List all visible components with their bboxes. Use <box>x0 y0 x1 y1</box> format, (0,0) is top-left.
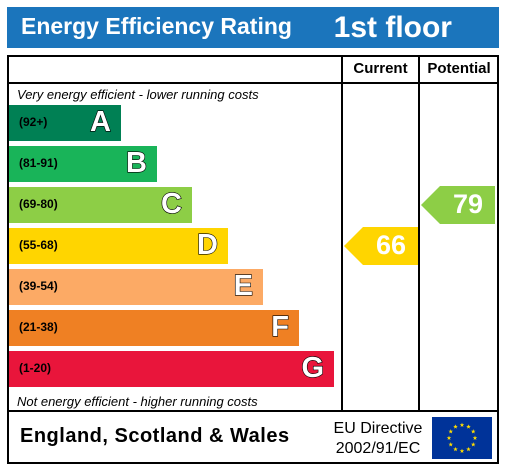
note-inefficient: Not energy efficient - higher running co… <box>17 394 258 409</box>
rating-table-frame <box>7 55 499 464</box>
band-letter-b: B <box>125 146 147 179</box>
eu-flag-stars <box>446 422 478 453</box>
eu-directive: EU Directive 2002/91/EC <box>326 419 430 459</box>
header-bar: Energy Efficiency Rating 1st floor <box>7 7 499 48</box>
band-e: (39-54) E <box>9 269 263 305</box>
eu-star-icon <box>459 448 465 453</box>
footer-region: England, Scotland & Wales <box>20 425 290 447</box>
directive-line-1: EU Directive <box>333 420 423 437</box>
potential-arrow-shape <box>421 186 495 224</box>
band-letter-a: A <box>89 105 111 138</box>
footer-row-divider <box>7 410 499 412</box>
eu-star-icon <box>448 429 454 434</box>
eu-star-icon <box>472 435 478 440</box>
directive-line-2: 2002/91/EC <box>335 440 421 457</box>
band-range-e: (39-54) <box>19 279 58 293</box>
eu-star-icon <box>446 435 452 440</box>
eu-star-icon <box>470 442 476 447</box>
band-range-b: (81-91) <box>19 156 58 170</box>
note-efficient: Very energy efficient - lower running co… <box>17 87 259 102</box>
column-header-current: Current <box>353 60 408 77</box>
band-range-a: (92+) <box>19 115 48 129</box>
eu-flag-icon <box>432 417 492 459</box>
band-range-d: (55-68) <box>19 238 58 252</box>
chart-title: Energy Efficiency Rating <box>21 13 292 39</box>
band-range-g: (1-20) <box>19 361 52 375</box>
current-rating-arrow: 66 <box>344 227 418 265</box>
eu-star-icon <box>459 422 465 427</box>
band-letter-d: D <box>196 228 218 261</box>
band-letter-g: G <box>301 351 325 384</box>
eu-star-icon <box>470 429 476 434</box>
current-arrow-shape <box>344 227 418 265</box>
eu-star-icon <box>466 424 471 429</box>
band-f: (21-38) F <box>9 310 299 346</box>
potential-rating-arrow: 79 <box>421 186 495 224</box>
band-range-c: (69-80) <box>19 197 58 211</box>
eu-star-icon <box>453 424 458 429</box>
potential-rating-value: 79 <box>452 189 483 219</box>
band-letter-c: C <box>160 187 182 220</box>
band-range-f: (21-38) <box>19 320 58 334</box>
eu-star-icon <box>453 446 458 452</box>
header-row-divider <box>7 82 499 84</box>
column-header-potential: Potential <box>427 60 491 77</box>
eu-star-icon <box>466 446 471 452</box>
band-a: (92+) A <box>9 105 121 141</box>
floor-label: 1st floor <box>333 11 452 44</box>
band-letter-f: F <box>271 310 290 343</box>
band-c: (69-80) C <box>9 187 192 223</box>
band-d: (55-68) D <box>9 228 228 264</box>
eu-star-icon <box>448 442 454 447</box>
band-b: (81-91) B <box>9 146 157 182</box>
band-g: (1-20) G <box>9 351 334 387</box>
band-letter-e: E <box>233 269 254 302</box>
current-rating-value: 66 <box>375 230 406 260</box>
divider-current <box>341 55 343 412</box>
divider-potential <box>418 55 420 412</box>
